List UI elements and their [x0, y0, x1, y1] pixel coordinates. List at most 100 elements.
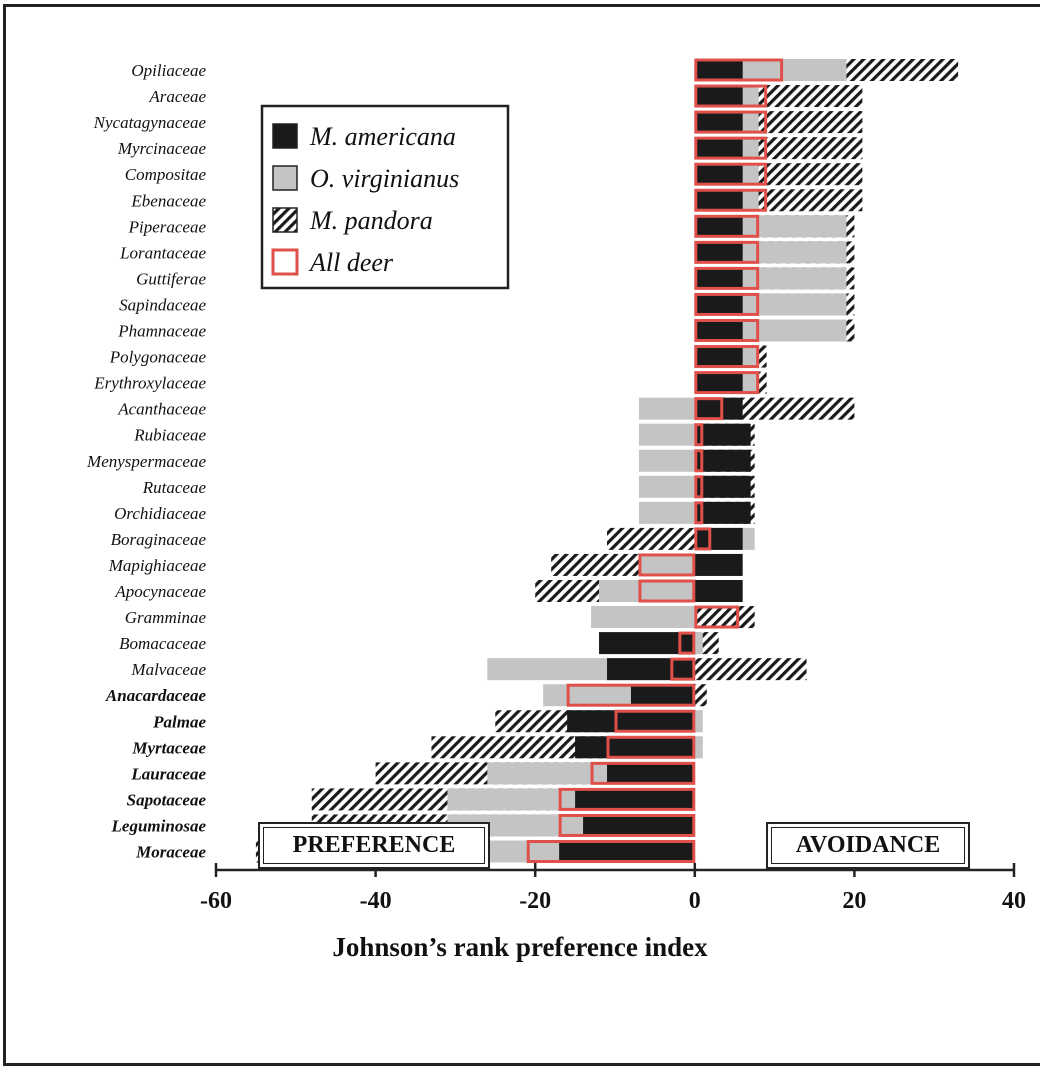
- category-label-phamnaceae: Phamnaceae: [117, 322, 206, 341]
- bar-all-deer-sapotaceae: [558, 787, 696, 811]
- category-label-acanthaceae: Acanthaceae: [117, 400, 206, 419]
- bar-all-deer-leguminosae: [558, 813, 696, 837]
- legend-label-o-virginianus: O. virginianus: [310, 164, 459, 193]
- bar-m-americana-moraceae: [559, 840, 695, 863]
- bar-all-deer-acanthaceae: [694, 397, 724, 421]
- legend-label-all-deer: All deer: [308, 248, 394, 277]
- preference-label-box: PREFERENCE: [258, 822, 490, 869]
- bar-all-deer-piperaceae: [694, 214, 760, 238]
- bar-m-americana-lauraceae: [607, 762, 695, 785]
- category-label-anacardaceae: Anacardaceae: [105, 686, 207, 705]
- x-tick-label-20: 20: [842, 888, 866, 914]
- bar-all-deer-gramminae: [694, 605, 740, 629]
- bar-all-deer-araceae: [694, 84, 768, 108]
- bar-m-americana-erythroxylaceae: [694, 371, 743, 394]
- bar-m-americana-araceae: [694, 85, 743, 108]
- bar-m-americana-polygonaceae: [694, 345, 743, 368]
- category-label-rubiaceae: Rubiaceae: [133, 426, 206, 445]
- bar-all-deer-malvaceae: [670, 657, 696, 681]
- bar-m-pandora-anacardaceae: [694, 684, 707, 707]
- category-label-moraceae: Moraceae: [135, 843, 206, 862]
- bar-all-deer-menyspermaceae: [694, 449, 704, 473]
- bar-m-americana-palmae: [567, 710, 695, 733]
- legend-label-m-americana: M. americana: [309, 122, 456, 151]
- bar-all-deer-moraceae: [526, 840, 696, 863]
- category-label-rutaceae: Rutaceae: [142, 478, 207, 497]
- category-label-compositae: Compositae: [125, 165, 207, 184]
- category-label-nycatagynaceae: Nycatagynaceae: [93, 113, 207, 132]
- bar-m-americana-rutaceae: [694, 475, 751, 498]
- legend-swatch-m-pandora: [272, 207, 298, 233]
- bar-m-pandora-malvaceae: [694, 658, 807, 681]
- legend-swatch-m-americana: [272, 123, 298, 149]
- chart-frame: [3, 4, 1040, 1066]
- bar-m-americana-leguminosae: [583, 814, 695, 837]
- bar-all-deer-lauraceae: [590, 761, 696, 785]
- category-label-lauraceae: Lauraceae: [130, 764, 206, 783]
- category-label-lorantaceae: Lorantaceae: [119, 243, 206, 262]
- bar-m-americana-ebenaceae: [694, 189, 743, 212]
- bar-all-deer-mapighiaceae: [638, 553, 696, 577]
- bar-m-americana-apocynaceae: [694, 580, 743, 602]
- bar-m-americana-myrcinaceae: [694, 137, 743, 160]
- category-label-boraginaceae: Boraginaceae: [111, 530, 207, 549]
- bar-m-americana-phamnaceae: [694, 319, 743, 342]
- bar-all-deer-bomacaceae: [678, 631, 696, 655]
- category-label-leguminosae: Leguminosae: [111, 816, 207, 835]
- bar-m-americana-nycatagynaceae: [694, 111, 743, 134]
- bar-m-americana-anacardaceae: [630, 684, 695, 707]
- bar-all-deer-phamnaceae: [694, 319, 760, 342]
- bar-m-americana-piperaceae: [694, 215, 743, 238]
- bar-m-americana-orchidiaceae: [694, 501, 751, 524]
- category-label-menyspermaceae: Menyspermaceae: [86, 452, 206, 471]
- bar-m-americana-rubiaceae: [694, 423, 751, 446]
- bar-all-deer-myrcinaceae: [694, 136, 768, 160]
- category-labels: Opiliaceae Araceae Nycatagynaceae Myrcinace…: [86, 61, 206, 862]
- x-axis: -60 -40 -20 0 20 40: [200, 863, 1026, 914]
- bar-m-americana-bomacaceae: [599, 632, 695, 655]
- category-label-malvaceae: Malvaceae: [130, 660, 206, 679]
- legend: M. americana O. virginianus M. pandora All …: [260, 104, 510, 290]
- bar-m-americana-sapindaceae: [694, 293, 743, 316]
- category-label-palmae: Palmae: [152, 712, 206, 731]
- x-tick-label--60: -60: [200, 888, 232, 914]
- avoidance-label-box: AVOIDANCE: [766, 822, 970, 869]
- category-label-gramminae: Gramminae: [125, 608, 207, 627]
- bar-all-deer-ebenaceae: [694, 188, 768, 212]
- category-label-ebenaceae: Ebenaceae: [130, 191, 206, 210]
- bar-o-virginianus-rubiaceae: [638, 423, 695, 446]
- legend-box: [260, 104, 510, 290]
- bar-m-americana-lorantaceae: [694, 241, 743, 264]
- bar-all-deer-compositae: [694, 162, 768, 186]
- bar-all-deer-myrtaceae: [606, 735, 696, 759]
- preference-label: PREFERENCE: [263, 827, 485, 864]
- category-label-mapighiaceae: Mapighiaceae: [108, 556, 207, 575]
- bar-all-deer-sapindaceae: [694, 292, 760, 316]
- bar-o-virginianus-orchidiaceae: [638, 501, 695, 524]
- bar-m-americana-opiliaceae: [694, 59, 743, 81]
- bar-all-deer-rutaceae: [694, 475, 704, 499]
- bar-m-americana-mapighiaceae: [694, 553, 743, 576]
- category-label-myrtaceae: Myrtaceae: [131, 738, 206, 757]
- bar-all-deer-apocynaceae: [638, 579, 696, 603]
- avoidance-label: AVOIDANCE: [771, 827, 965, 864]
- x-tick-label-40: 40: [1002, 888, 1026, 914]
- bar-all-deer-anacardaceae: [566, 683, 696, 707]
- x-tick-label--40: -40: [360, 888, 392, 914]
- bar-m-americana-acanthaceae: [694, 397, 743, 420]
- bar-o-virginianus-bomacaceae: [694, 632, 703, 655]
- bar-m-pandora-gramminae: [694, 606, 755, 629]
- bar-m-americana-guttiferae: [694, 267, 743, 290]
- bar-m-americana-malvaceae: [607, 658, 695, 681]
- x-tick-label--20: -20: [519, 888, 551, 914]
- bar-all-deer-opiliaceae: [694, 58, 784, 82]
- x-axis-title: Johnson’s rank preference index: [332, 932, 708, 962]
- bar-all-deer-lorantaceae: [694, 240, 760, 264]
- category-label-piperaceae: Piperaceae: [128, 217, 207, 236]
- legend-label-m-pandora: M. pandora: [309, 206, 433, 235]
- category-label-myrcinaceae: Myrcinaceae: [117, 139, 207, 158]
- bar-m-americana-menyspermaceae: [694, 449, 751, 472]
- legend-swatch-o-virginianus: [272, 165, 298, 191]
- category-label-sapindaceae: Sapindaceae: [119, 295, 206, 314]
